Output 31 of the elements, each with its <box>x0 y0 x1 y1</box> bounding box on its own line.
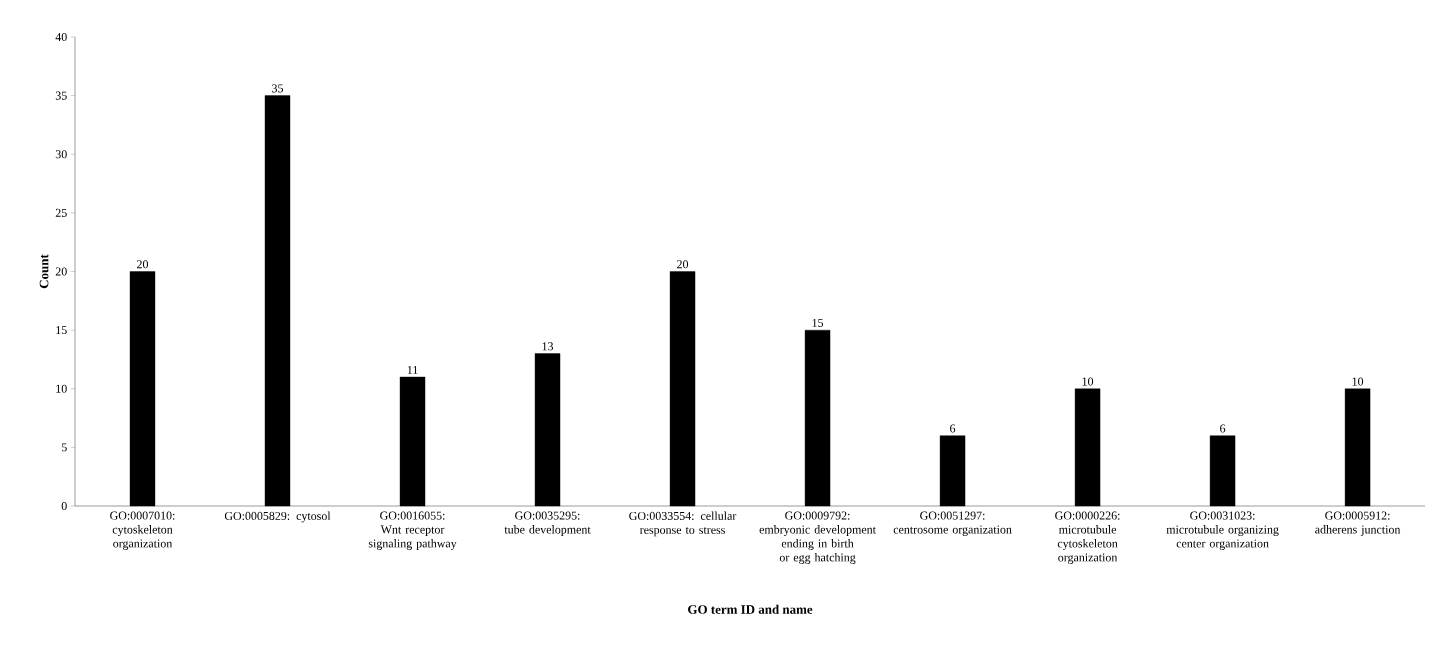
y-tick-label: 35 <box>55 91 67 100</box>
y-tick-label: 20 <box>55 267 67 276</box>
y-tick-label: 5 <box>61 443 67 452</box>
x-tick-label: GO:0007010: cytoskeleton organization <box>110 511 175 550</box>
x-tick-label: GO:0031023: microtubule organizing center organization <box>1166 511 1279 550</box>
x-tick-label: GO:0016055: Wnt receptor signaling pathway <box>368 511 457 550</box>
y-axis-title: Count <box>39 254 49 289</box>
y-tick-label: 15 <box>56 326 67 335</box>
data-label: 20 <box>137 260 149 269</box>
x-tick-label: GO:0051297: centrosome organization <box>893 511 1012 536</box>
y-tick-label: 30 <box>55 150 67 159</box>
data-label: 20 <box>677 260 689 269</box>
y-tick-label: 0 <box>61 501 67 511</box>
x-tick-label: GO:0005912: adherens junction <box>1315 511 1401 536</box>
data-label: 10 <box>1082 377 1094 386</box>
data-label: 11 <box>407 365 418 374</box>
x-tick-label: GO:0035295: tube development <box>504 511 591 536</box>
y-tick-label: 40 <box>55 32 67 42</box>
y-tick-label: 25 <box>55 208 67 217</box>
data-label: 13 <box>542 342 554 351</box>
x-axis-title: GO term ID and name <box>688 604 813 614</box>
data-label: 10 <box>1352 377 1364 386</box>
data-label: 6 <box>1220 424 1226 433</box>
data-label: 15 <box>812 318 824 327</box>
x-tick-label: GO:0033554: cellular response to stress <box>629 511 737 537</box>
data-label: 35 <box>272 84 284 93</box>
y-tick-label: 10 <box>56 384 67 393</box>
x-tick-label: GO:0000226: microtubule cytoskeleton organization <box>1055 511 1120 564</box>
x-tick-label: GO:0005829: cytosol <box>224 511 331 523</box>
x-tick-label: GO:0009792: embryonic development ending in birth or egg hatching <box>759 511 876 564</box>
data-label: 6 <box>950 424 956 433</box>
